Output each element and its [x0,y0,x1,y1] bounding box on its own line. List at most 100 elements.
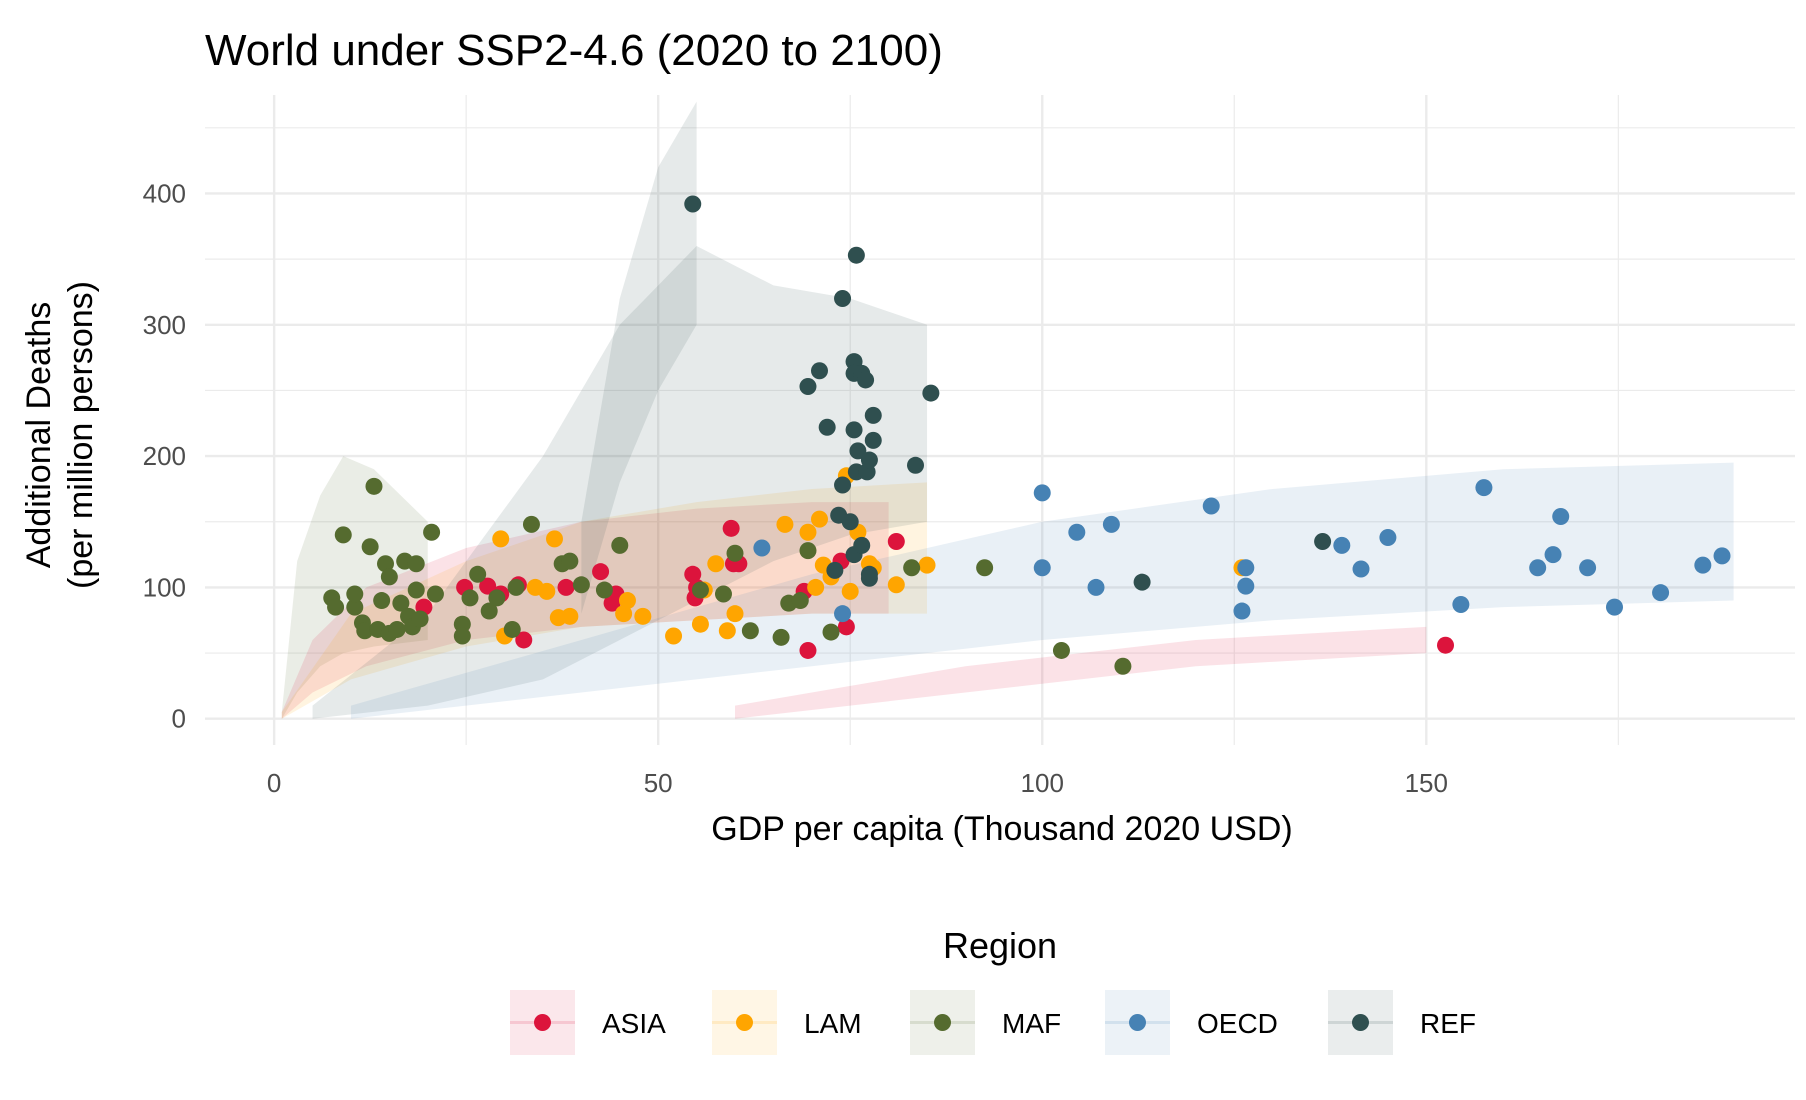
point-oecd [1605,598,1623,616]
legend-item-asia: ASIA [510,990,666,1055]
point-oecd [1713,547,1731,565]
point-ref [860,569,878,587]
point-oecd [1202,497,1220,515]
point-lam [538,582,556,600]
point-maf [572,576,590,594]
point-maf [799,542,817,560]
point-maf [822,623,840,641]
point-maf [903,559,921,577]
point-maf [453,627,471,645]
point-oecd [1579,559,1597,577]
point-maf [426,585,444,603]
point-oecd [1379,529,1397,547]
legend: ASIA LAM MAF OECD REF [510,990,1476,1055]
point-maf [373,592,391,610]
legend-key-point [934,1014,951,1031]
point-ref [849,442,867,460]
point-oecd [1237,559,1255,577]
point-maf [392,594,410,612]
point-maf [423,523,441,541]
y-tick-labels: 0 100 200 300 400 [143,178,186,733]
legend-title: Region [943,925,1057,966]
point-maf [741,622,759,640]
legend-item-lam: LAM [712,990,862,1055]
point-asia [799,641,817,659]
point-oecd [1694,556,1712,574]
point-maf [1052,641,1070,659]
point-ref [684,195,702,213]
point-asia [557,578,575,596]
point-maf [507,578,525,596]
y-tick-label: 0 [172,704,186,734]
y-tick-label: 400 [143,178,186,208]
point-maf [453,615,471,633]
point-maf [388,620,406,638]
point-oecd [1102,515,1120,533]
point-oecd [1552,508,1570,526]
legend-label: ASIA [602,1008,666,1039]
point-asia [887,532,905,550]
point-ref [845,421,863,439]
point-ref [1314,532,1332,550]
point-maf [595,581,613,599]
point-lam [615,605,633,623]
point-ref [907,456,925,474]
point-maf [346,585,364,603]
point-maf [503,620,521,638]
y-tick-label: 300 [143,310,186,340]
band-asia [735,626,1427,719]
point-ref [810,362,828,380]
point-lam [691,615,709,633]
legend-key-point [1129,1014,1146,1031]
point-ref [864,431,882,449]
point-ref [860,451,878,469]
point-lam [810,510,828,528]
point-oecd [1033,559,1051,577]
legend-key-point [534,1014,551,1031]
legend-item-maf: MAF [910,990,1061,1055]
point-lam [726,605,744,623]
x-tick-label: 0 [267,768,281,798]
point-oecd [1452,595,1470,613]
point-lam [492,530,510,548]
point-oecd [1087,578,1105,596]
point-maf [356,622,374,640]
point-asia [1437,636,1455,654]
point-maf [522,515,540,533]
point-oecd [1237,577,1255,595]
point-maf [377,555,395,573]
point-maf [407,555,425,573]
x-tick-label: 150 [1405,768,1448,798]
point-maf [561,552,579,570]
point-lam [799,523,817,541]
point-ref [834,290,852,308]
y-tick-label: 200 [143,441,186,471]
point-asia [684,565,702,583]
band-ref [581,101,697,614]
chart-title: World under SSP2-4.6 (2020 to 2100) [205,26,943,75]
point-oecd [1544,546,1562,564]
point-oecd [1475,479,1493,497]
point-maf [480,602,498,620]
point-lam [807,578,825,596]
point-ref [853,536,871,554]
point-maf [726,544,744,562]
point-lam [918,556,936,574]
x-tick-label: 100 [1021,768,1064,798]
minor-gridlines [205,95,1795,745]
legend-label: LAM [804,1008,862,1039]
point-maf [714,585,732,603]
point-asia [592,563,610,581]
band-oecd [350,462,1734,719]
point-maf [611,536,629,554]
point-maf [407,581,425,599]
point-oecd [1333,536,1351,554]
data-points [323,195,1731,675]
point-oecd [1033,484,1051,502]
y-axis-title-line2: (per million persons) [62,281,100,589]
point-asia [722,519,740,537]
point-ref [826,561,844,579]
point-oecd [1233,602,1251,620]
legend-item-ref: REF [1328,990,1476,1055]
x-tick-labels: 0 50 100 150 [267,768,1448,798]
